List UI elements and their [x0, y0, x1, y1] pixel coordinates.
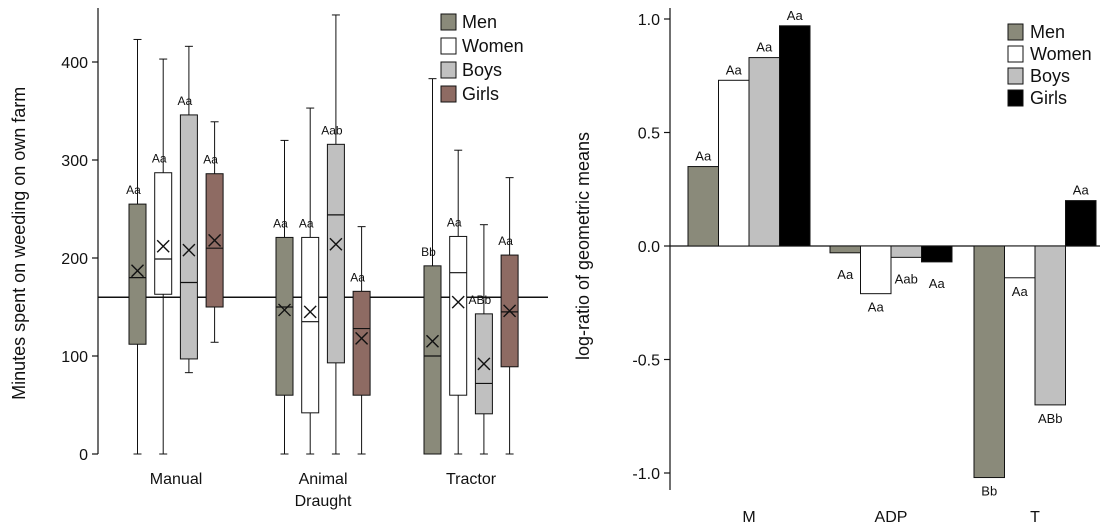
mean-marker [329, 237, 343, 251]
significance-label: ABb [469, 293, 492, 307]
box [128, 203, 147, 345]
mean-marker [451, 295, 465, 309]
legend-label: Boys [462, 60, 502, 80]
box [326, 143, 345, 364]
significance-label: Aa [152, 152, 167, 166]
box [154, 172, 173, 295]
bar [829, 245, 861, 254]
y-tick-label: 200 [61, 251, 88, 268]
y-tick-label: -0.5 [632, 353, 660, 370]
legend-label: Girls [462, 84, 499, 104]
x-category-label: T [1030, 509, 1040, 526]
legend-label: Men [462, 12, 497, 32]
significance-label: Aa [178, 94, 193, 108]
y-axis-title: log-ratio of geometric means [573, 132, 593, 360]
bar [973, 245, 1005, 479]
bar [860, 245, 892, 295]
box [352, 290, 371, 396]
mean-marker [131, 264, 144, 278]
bar [779, 25, 811, 247]
bar [1004, 245, 1036, 279]
significance-label: Aa [787, 8, 804, 23]
x-category-label: Tractor [446, 471, 497, 488]
significance-label: Aa [126, 183, 141, 197]
mean-marker [278, 303, 291, 317]
significance-label: Bb [981, 484, 997, 499]
significance-label: Aa [695, 149, 712, 164]
significance-label: Aa [299, 216, 314, 230]
bar [1034, 245, 1066, 406]
significance-label: Aa [273, 216, 288, 230]
y-tick-label: 0.0 [638, 239, 660, 256]
mean-marker [182, 243, 196, 257]
legend-label: Girls [1030, 88, 1067, 108]
significance-label: Aa [1012, 284, 1029, 299]
y-axis-title: Minutes spent on weeding on own farm [9, 87, 29, 400]
significance-label: Aa [837, 267, 854, 282]
box [423, 265, 442, 455]
legend-swatch [1007, 23, 1024, 41]
y-tick-label: 400 [61, 55, 88, 72]
legend-swatch [440, 13, 457, 31]
bar [890, 245, 922, 258]
mean-marker [208, 233, 222, 247]
significance-label: Aa [1073, 183, 1090, 198]
legend-label: Men [1030, 22, 1065, 42]
legend-label: Women [1030, 44, 1092, 64]
mean-marker [503, 304, 517, 318]
box [449, 235, 468, 396]
y-tick-label: 300 [61, 153, 88, 170]
significance-label: Aa [756, 40, 773, 55]
significance-label: Aa [203, 153, 218, 167]
x-category-label: ADP [875, 509, 908, 526]
legend-label: Women [462, 36, 524, 56]
x-category-label: Manual [150, 471, 202, 488]
legend-swatch [1007, 67, 1024, 85]
y-tick-label: 100 [61, 349, 88, 366]
mean-marker [355, 331, 369, 345]
legend-swatch [440, 37, 457, 55]
x-category-label: M [742, 509, 755, 526]
mean-marker [477, 357, 491, 371]
bar [748, 57, 780, 247]
legend-label: Boys [1030, 66, 1070, 86]
x-category-label: Animal [299, 471, 348, 488]
mean-marker [426, 334, 439, 348]
significance-label: Aa [498, 234, 513, 248]
significance-label: Aa [447, 215, 462, 229]
legend-swatch [1007, 45, 1024, 63]
box [275, 236, 294, 396]
significance-label: Aa [726, 62, 743, 77]
x-category-label: Draught [295, 493, 352, 510]
significance-label: Aab [895, 271, 918, 286]
y-tick-label: 0 [79, 447, 88, 464]
legend-swatch [1007, 89, 1024, 107]
log-ratio-bar-chart: -1.0 -0.5 0.0 0.5 1.0 log-ratio of geometric … [573, 8, 1100, 526]
significance-label: Aa [868, 300, 885, 315]
significance-label: Aa [929, 276, 946, 291]
mean-marker [303, 305, 317, 319]
bar [718, 79, 750, 247]
legend-swatch [440, 85, 457, 103]
box [179, 114, 198, 360]
mean-marker [156, 239, 170, 253]
significance-label: Aa [350, 270, 365, 284]
y-tick-label: -1.0 [632, 466, 660, 483]
significance-label: Bb [421, 245, 436, 259]
box [301, 236, 320, 414]
y-tick-label: 1.0 [638, 12, 660, 29]
boxplot-chart: 0 100 200 300 400 Minutes spent on weeding on… [9, 8, 548, 510]
significance-label: Aab [321, 123, 343, 137]
y-tick-label: 0.5 [638, 126, 660, 143]
bar [687, 166, 719, 247]
bar [1065, 200, 1097, 247]
bar [921, 245, 953, 263]
significance-label: ABb [1038, 411, 1063, 426]
legend-swatch [440, 61, 457, 79]
